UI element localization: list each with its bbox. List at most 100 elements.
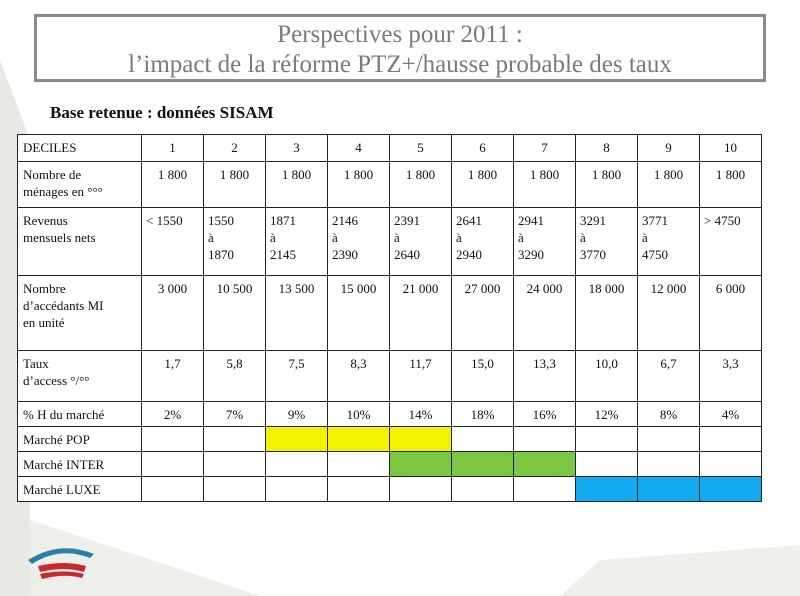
- table-cell: 3 000: [141, 275, 204, 351]
- cell-line: 2940: [456, 247, 482, 262]
- market-cell: [203, 476, 266, 502]
- market-cell-filled: [575, 476, 638, 502]
- cell-line: 3770: [580, 247, 606, 262]
- decile-header: 6: [451, 134, 514, 162]
- market-cell: [637, 451, 700, 477]
- row-label-line: Nombre: [23, 281, 66, 296]
- cell-line: 3290: [518, 247, 544, 262]
- market-cell: [327, 451, 390, 477]
- header-label: DECILES: [17, 134, 142, 162]
- table-cell: 10,0: [575, 350, 638, 402]
- table-cell: 2391 à 2640: [389, 207, 452, 276]
- table-cell: > 4750: [699, 207, 762, 276]
- market-cell: [265, 476, 328, 502]
- row-label-line: ménages en °°°: [23, 184, 103, 199]
- market-label: Marché POP: [17, 426, 142, 452]
- cell-line: 1550: [208, 213, 234, 228]
- row-label: % H du marché: [17, 401, 142, 427]
- market-cell: [203, 426, 266, 452]
- cell-line: 3291: [580, 213, 606, 228]
- table-cell: 3771 à 4750: [637, 207, 700, 276]
- title-line-1: Perspectives pour 2011 :: [277, 21, 523, 48]
- table-cell: 7%: [203, 401, 266, 427]
- cell-line: 1870: [208, 247, 234, 262]
- table-cell: 1550 à 1870: [203, 207, 266, 276]
- slide-title: Perspectives pour 2011 : l’impact de la …: [34, 14, 766, 82]
- market-cell: [699, 451, 762, 477]
- market-cell: [699, 426, 762, 452]
- market-cell-filled: [637, 476, 700, 502]
- table-cell: 1 800: [265, 161, 328, 208]
- table-cell: 4%: [699, 401, 762, 427]
- table-cell: 2%: [141, 401, 204, 427]
- table-cell: 12%: [575, 401, 638, 427]
- row-label: Revenus mensuels nets: [17, 207, 142, 276]
- cell-line: à: [208, 230, 214, 245]
- table-cell: 10%: [327, 401, 390, 427]
- decile-header: 7: [513, 134, 576, 162]
- table-cell: 18%: [451, 401, 514, 427]
- table-cell: 15,0: [451, 350, 514, 402]
- table-cell: 11,7: [389, 350, 452, 402]
- table-cell: 16%: [513, 401, 576, 427]
- market-cell-filled: [513, 451, 576, 477]
- row-label: Nombre de ménages en °°°: [17, 161, 142, 208]
- table-cell: 1 800: [203, 161, 266, 208]
- table-cell: 13,3: [513, 350, 576, 402]
- cell-line: 1871: [270, 213, 296, 228]
- table-cell: 1 800: [389, 161, 452, 208]
- cell-line: 2640: [394, 247, 420, 262]
- market-cell: [637, 426, 700, 452]
- table-cell: 13 500: [265, 275, 328, 351]
- pct-row: % H du marché 2% 7% 9% 10% 14% 18% 16% 1…: [17, 401, 762, 427]
- table-cell: 15 000: [327, 275, 390, 351]
- market-cell: [265, 451, 328, 477]
- row-label-line: mensuels nets: [23, 230, 96, 245]
- table-cell: 3,3: [699, 350, 762, 402]
- revenus-row: Revenus mensuels nets < 1550 1550 à 1870…: [17, 207, 762, 276]
- title-line-2: l’impact de la réforme PTZ+/hausse proba…: [128, 51, 672, 78]
- taux-row: Taux d’access °/°° 1,7 5,8 7,5 8,3 11,7 …: [17, 350, 762, 402]
- market-cell: [141, 426, 204, 452]
- row-label-line: Nombre de: [23, 167, 82, 182]
- subtitle: Base retenue : données SISAM: [50, 103, 274, 122]
- market-cell: [575, 426, 638, 452]
- decile-header: 9: [637, 134, 700, 162]
- menages-row: Nombre de ménages en °°° 1 800 1 800 1 8…: [17, 161, 762, 208]
- cell-line: 2941: [518, 213, 544, 228]
- table-cell: 6 000: [699, 275, 762, 351]
- market-row-inter: Marché INTER: [17, 451, 762, 477]
- table-cell: 10 500: [203, 275, 266, 351]
- accedants-row: Nombre d’accédants MI en unité 3 000 10 …: [17, 275, 762, 351]
- table-cell: 1 800: [513, 161, 576, 208]
- table-cell: 2146 à 2390: [327, 207, 390, 276]
- deciles-table: DECILES 1 2 3 4 5 6 7 8 9 10 Nombre de m…: [17, 134, 762, 502]
- market-cell: [327, 476, 390, 502]
- market-cell: [451, 476, 514, 502]
- decile-header: 5: [389, 134, 452, 162]
- decile-header: 3: [265, 134, 328, 162]
- market-cell-filled: [389, 451, 452, 477]
- row-label-line: d’accédants MI: [23, 298, 104, 313]
- table-cell: 7,5: [265, 350, 328, 402]
- row-label-line: en unité: [23, 315, 65, 330]
- table-cell: 27 000: [451, 275, 514, 351]
- cell-line: 2146: [332, 213, 358, 228]
- cell-line: 2145: [270, 247, 296, 262]
- table-cell: 2641 à 2940: [451, 207, 514, 276]
- cell-line: < 1550: [146, 213, 183, 228]
- table-cell: 1 800: [699, 161, 762, 208]
- market-cell-filled: [389, 426, 452, 452]
- table-cell: 3291 à 3770: [575, 207, 638, 276]
- table-cell: 14%: [389, 401, 452, 427]
- cell-line: 2390: [332, 247, 358, 262]
- cell-line: à: [332, 230, 338, 245]
- market-cell: [451, 426, 514, 452]
- cell-line: à: [580, 230, 586, 245]
- market-cell: [513, 426, 576, 452]
- table-cell: 1 800: [575, 161, 638, 208]
- market-label: Marché LUXE: [17, 476, 142, 502]
- market-cell: [389, 476, 452, 502]
- cell-line: 4750: [642, 247, 668, 262]
- table-cell: 18 000: [575, 275, 638, 351]
